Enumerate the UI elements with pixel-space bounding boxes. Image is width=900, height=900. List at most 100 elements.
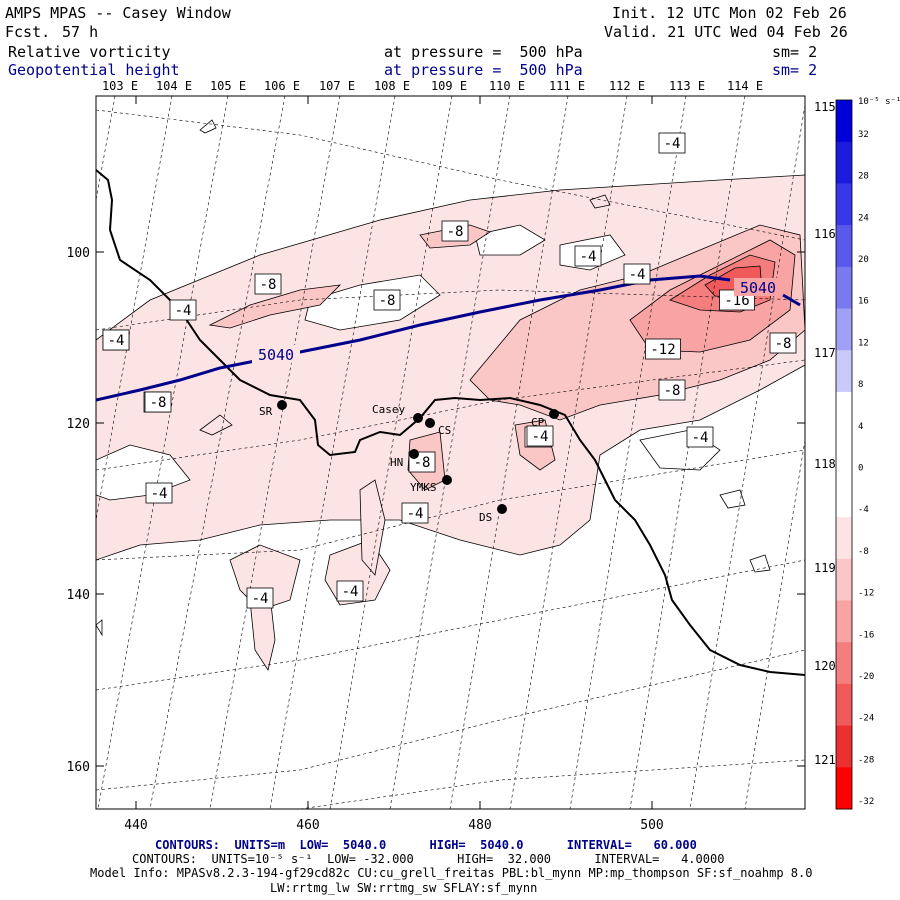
station-marker — [549, 409, 559, 419]
colorbar-label: 20 — [858, 255, 869, 265]
colorbar-label: 32 — [858, 130, 869, 140]
contour-label: -4 — [580, 249, 597, 265]
lon-label: 105 E — [210, 79, 246, 93]
x-tick-label: 500 — [640, 818, 663, 833]
contour-label: -4 — [108, 333, 125, 349]
contour-label: -8 — [379, 293, 396, 309]
plot-area — [96, 96, 820, 820]
contour-label: -4 — [175, 303, 192, 319]
x-tick-label: 480 — [468, 818, 491, 833]
contour-label: -4 — [252, 591, 269, 607]
station-marker — [277, 400, 287, 410]
colorbar-label: -4 — [858, 505, 869, 515]
vorticity-map: 100 120 140 160 440 460 480 500 103 E 10… — [0, 0, 900, 900]
colorbar-swatch — [836, 600, 852, 642]
colorbar-swatch — [836, 350, 852, 392]
colorbar-swatch — [836, 392, 852, 434]
y-tick-label: 120 — [67, 417, 90, 432]
colorbar-label: 12 — [858, 338, 869, 348]
lon-label: 108 E — [374, 79, 410, 93]
y-tick-label: 100 — [67, 246, 90, 261]
contour-label: -8 — [664, 383, 681, 399]
colorbar-swatch — [836, 434, 852, 476]
footer-model-info-2: LW:rrtmg_lw SW:rrtmg_sw SFLAY:sf_mynn — [270, 881, 537, 895]
station-marker — [413, 413, 423, 423]
colorbar-label: -32 — [858, 797, 874, 807]
colorbar: 32 28 24 20 16 12 8 4 0 -4 -8 -12 -16 -20 -24 -28 -32 — [836, 100, 874, 810]
lon-label: 111 E — [549, 79, 585, 93]
contour-label: -12 — [650, 342, 675, 358]
station-label: SR — [259, 405, 273, 418]
colorbar-unit: 10⁻⁵ s⁻¹ — [858, 97, 900, 107]
x-tick-label: 460 — [296, 818, 319, 833]
colorbar-label: 0 — [858, 464, 863, 474]
contour-label: -4 — [692, 430, 709, 446]
colorbar-label: -20 — [858, 672, 874, 682]
lon-label: 103 E — [102, 79, 138, 93]
colorbar-swatch — [836, 517, 852, 559]
footer-contours-vorticity: CONTOURS: UNITS=10⁻⁵ s⁻¹ LOW= -32.000 HI… — [132, 852, 724, 866]
colorbar-label: 28 — [858, 172, 869, 182]
station-label: Casey — [372, 403, 405, 416]
lon-label: 112 E — [609, 79, 645, 93]
vorticity-fill-light — [96, 175, 805, 670]
contour-label: -8 — [775, 336, 792, 352]
colorbar-swatch — [836, 267, 852, 309]
station-label: YMKS — [410, 481, 437, 494]
footer-model-info: Model Info: MPASv8.2.3-194-gf29cd82c CU:… — [90, 866, 812, 880]
colorbar-swatch — [836, 475, 852, 517]
station-label: CP — [531, 416, 545, 429]
colorbar-swatch — [836, 726, 852, 768]
contour-label: -4 — [342, 584, 359, 600]
contour-label: -4 — [532, 429, 549, 445]
station-marker — [425, 418, 435, 428]
station-marker — [497, 504, 507, 514]
contour-label: -8 — [260, 277, 277, 293]
x-tick-label: 440 — [124, 818, 147, 833]
colorbar-swatch — [836, 225, 852, 267]
lon-label: 113 E — [669, 79, 705, 93]
lon-label: 107 E — [319, 79, 355, 93]
station-label: HN — [390, 456, 403, 469]
lon-label: 104 E — [156, 79, 192, 93]
contour-label: -4 — [664, 136, 681, 152]
top-lon-labels: 103 E 104 E 105 E 106 E 107 E 108 E 109 … — [102, 79, 763, 93]
colorbar-swatch — [836, 559, 852, 601]
colorbar-label: -8 — [858, 547, 869, 557]
lon-label: 109 E — [431, 79, 467, 93]
colorbar-swatch — [836, 767, 852, 809]
colorbar-swatch — [836, 309, 852, 351]
colorbar-label: -28 — [858, 755, 874, 765]
contour-label: -4 — [407, 506, 424, 522]
colorbar-label: -12 — [858, 589, 874, 599]
lon-label: 106 E — [264, 79, 300, 93]
x-axis-labels: 440 460 480 500 — [124, 818, 663, 833]
y-axis-labels: 100 120 140 160 — [67, 246, 90, 775]
station-marker — [409, 449, 419, 459]
contour-label: -8 — [447, 224, 464, 240]
colorbar-label: 4 — [858, 422, 863, 432]
colorbar-label: 24 — [858, 213, 869, 223]
y-tick-label: 160 — [67, 760, 90, 775]
footer-contours-height: CONTOURS: UNITS=m LOW= 5040.0 HIGH= 5040… — [155, 838, 697, 852]
contour-label: -8 — [150, 395, 167, 411]
height-label: 5040 — [740, 279, 776, 297]
colorbar-label: 8 — [858, 380, 863, 390]
station-label: CS — [438, 424, 451, 437]
lon-label: 110 E — [489, 79, 525, 93]
colorbar-label: 16 — [858, 297, 869, 307]
colorbar-swatch — [836, 183, 852, 225]
colorbar-swatch — [836, 142, 852, 184]
station-marker — [442, 475, 452, 485]
colorbar-swatch — [836, 100, 852, 142]
contour-label: -4 — [629, 267, 646, 283]
colorbar-swatch — [836, 642, 852, 684]
station-label: DS — [479, 511, 492, 524]
colorbar-swatch — [836, 684, 852, 726]
colorbar-label: -16 — [858, 630, 874, 640]
height-label: 5040 — [258, 346, 294, 364]
colorbar-label: -24 — [858, 714, 874, 724]
contour-label: -4 — [151, 486, 168, 502]
y-tick-label: 140 — [67, 588, 90, 603]
lon-label: 114 E — [727, 79, 763, 93]
